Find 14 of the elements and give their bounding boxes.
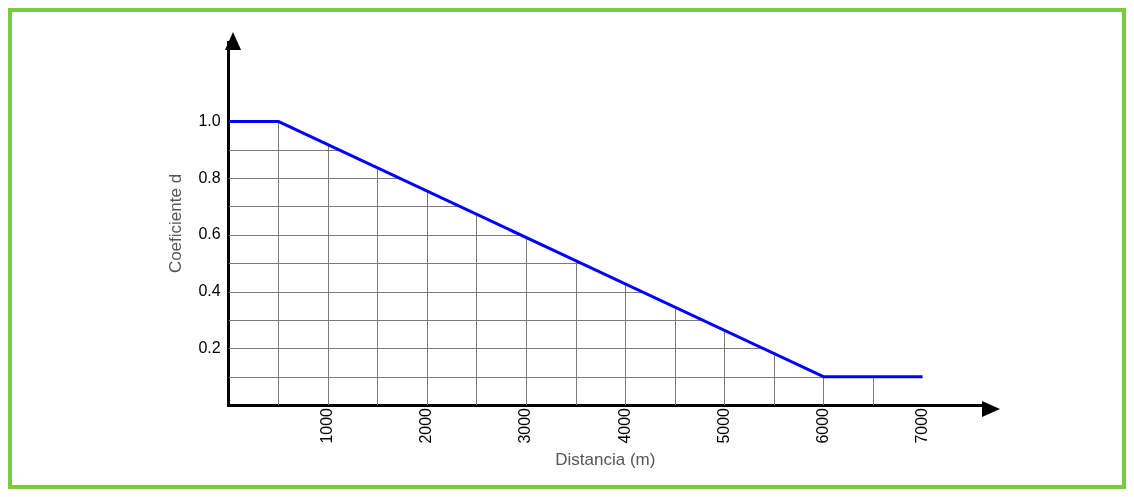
y-tick-label: 0.8 [198,168,221,186]
y-axis-title: Coeficiente d [165,173,185,274]
x-tick-label: 7000 [912,407,930,444]
y-tick-label: 0.4 [198,281,221,299]
y-tick-label: 0.2 [198,338,221,356]
x-tick-label: 6000 [813,407,831,444]
x-tick-label: 5000 [714,407,732,444]
x-tick-label: 2000 [417,407,435,444]
y-tick-label: 0.6 [198,225,221,243]
x-tick-label: 1000 [318,407,336,444]
y-tick-label: 1.0 [198,111,221,129]
x-axis-title: Distancia (m) [555,450,656,470]
x-tick-label: 3000 [516,407,534,444]
x-tick-label: 4000 [615,407,633,444]
